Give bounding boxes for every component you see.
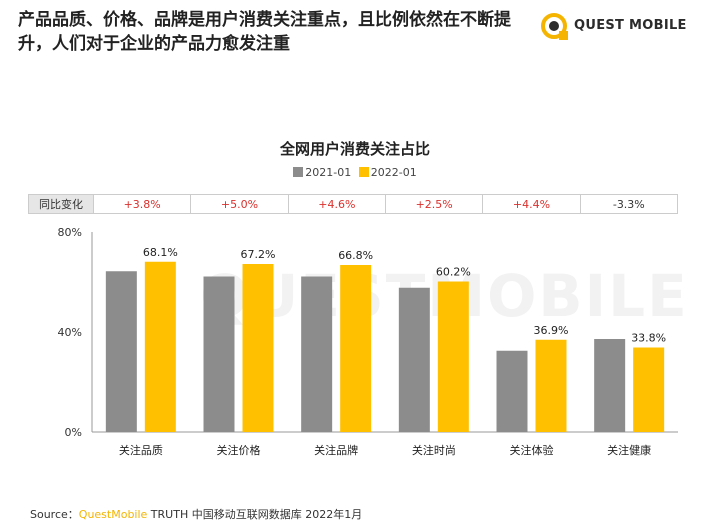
bar-chart: 0% 40% 80% 68.1% 关注品质 67.2% 关注价格 66.8% 关注品牌 60.2%… bbox=[58, 226, 678, 457]
bar-2021 bbox=[301, 276, 333, 432]
bar-2022 bbox=[535, 339, 567, 432]
data-label: 68.1% bbox=[143, 246, 178, 259]
logo-text: QUEST MOBILE bbox=[574, 18, 687, 33]
yoy-change-cell: +4.4% bbox=[483, 195, 581, 213]
questmobile-logo: QUEST MOBILE bbox=[540, 12, 700, 42]
yoy-change-row: 同比变化 +3.8% +5.0% +4.6% +2.5% +4.4% -3.3% bbox=[28, 194, 678, 214]
legend-item-2021: 2021-01 bbox=[293, 166, 351, 179]
bar-2021 bbox=[105, 271, 137, 432]
source-prefix: Source： bbox=[30, 508, 79, 521]
data-label: 33.8% bbox=[631, 332, 666, 345]
bar-2022 bbox=[633, 347, 665, 432]
data-label: 66.8% bbox=[338, 249, 373, 262]
yoy-change-cell: +2.5% bbox=[386, 195, 484, 213]
yoy-change-label: 同比变化 bbox=[29, 195, 94, 213]
source-brand: QuestMobile bbox=[78, 508, 148, 521]
bar-2021 bbox=[398, 287, 430, 432]
yoy-change-cell: +4.6% bbox=[289, 195, 386, 213]
x-tick-label: 关注体验 bbox=[510, 443, 554, 457]
yoy-change-cell: -3.3% bbox=[612, 197, 645, 211]
source-note: Source：QuestMobile TRUTH 中国移动互联网数据库 2022… bbox=[30, 506, 362, 522]
x-tick-label: 关注价格 bbox=[217, 443, 261, 457]
x-tick-label: 关注健康 bbox=[607, 443, 651, 457]
bar-2022 bbox=[242, 264, 274, 432]
source-rest: TRUTH 中国移动互联网数据库 2022年1月 bbox=[147, 508, 363, 521]
questmobile-logo-icon bbox=[541, 13, 568, 40]
data-label: 36.9% bbox=[534, 324, 569, 337]
legend-swatch-2021 bbox=[293, 167, 304, 177]
chart-title: 全网用户消费关注占比 bbox=[279, 140, 430, 158]
chart-legend: 2021-01 2022-01 bbox=[0, 166, 710, 179]
yoy-change-cell: +3.8% bbox=[94, 195, 192, 213]
legend-item-2022: 2022-01 bbox=[358, 166, 417, 179]
bar-2022 bbox=[340, 265, 372, 432]
bar-2022 bbox=[144, 261, 176, 432]
legend-swatch-2022 bbox=[358, 167, 369, 177]
data-label: 60.2% bbox=[436, 266, 471, 279]
yoy-change-cell: +5.0% bbox=[191, 195, 289, 213]
x-tick-label: 关注品牌 bbox=[314, 443, 358, 457]
y-tick-label: 40% bbox=[58, 326, 82, 339]
y-tick-label: 80% bbox=[58, 226, 82, 239]
bar-2021 bbox=[496, 350, 528, 432]
x-tick-label: 关注品质 bbox=[119, 443, 163, 457]
x-tick-label: 关注时尚 bbox=[412, 443, 456, 457]
legend-label-2022: 2022-01 bbox=[370, 166, 417, 179]
bar-2021 bbox=[203, 276, 235, 432]
legend-label-2021: 2021-01 bbox=[305, 166, 352, 179]
bar-2022 bbox=[437, 281, 469, 432]
data-label: 67.2% bbox=[241, 248, 276, 261]
page-headline: 产品品质、价格、品牌是用户消费关注重点，且比例依然在不断提升，人们对于企业的产品… bbox=[18, 10, 511, 54]
y-tick-label: 0% bbox=[65, 426, 82, 439]
bar-2021 bbox=[594, 339, 626, 432]
